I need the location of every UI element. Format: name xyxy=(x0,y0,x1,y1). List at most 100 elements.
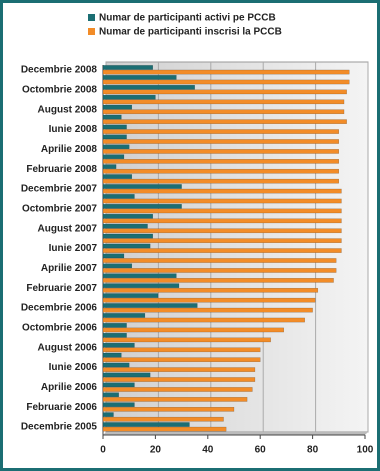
floor xyxy=(103,432,368,435)
bar xyxy=(102,392,119,398)
bar xyxy=(102,426,227,432)
y-tick-label: Decembrie 2008 xyxy=(21,65,98,76)
bar xyxy=(102,307,313,313)
bar xyxy=(102,178,340,184)
bar xyxy=(102,297,316,303)
bar xyxy=(102,218,342,224)
bar xyxy=(102,238,342,243)
bar xyxy=(102,268,337,273)
bar xyxy=(102,124,127,130)
y-tick-label: Decembrie 2006 xyxy=(21,303,98,314)
bar xyxy=(102,293,159,298)
y-tick-label: Februarie 2006 xyxy=(26,402,97,413)
bar xyxy=(102,104,133,110)
bar xyxy=(102,84,195,90)
bar xyxy=(102,407,235,412)
bar xyxy=(102,184,182,189)
y-tick-label: Octombrie 2008 xyxy=(22,84,97,95)
bar xyxy=(102,317,305,323)
bar xyxy=(102,362,130,368)
x-tick-label: 80 xyxy=(307,445,319,456)
bar xyxy=(102,283,180,288)
bar xyxy=(102,233,153,239)
bar xyxy=(102,402,135,408)
bar xyxy=(102,243,151,249)
bar xyxy=(102,278,334,283)
bar xyxy=(102,412,114,417)
y-tick-label: Aprilie 2006 xyxy=(41,382,98,393)
bar xyxy=(102,397,248,402)
y-tick-label: Octombrie 2007 xyxy=(22,203,97,214)
y-tick-label: Februarie 2007 xyxy=(26,283,97,294)
bar xyxy=(102,208,342,214)
bar xyxy=(102,387,253,392)
bar xyxy=(102,69,350,75)
bar xyxy=(102,134,127,140)
bar xyxy=(102,223,148,229)
y-tick-label: Februarie 2008 xyxy=(26,164,97,175)
bar xyxy=(102,213,153,219)
legend-swatch xyxy=(88,28,95,35)
bar xyxy=(102,168,340,174)
y-tick-label: Aprilie 2008 xyxy=(41,144,98,155)
bar xyxy=(102,248,342,253)
y-tick-label: Octombrie 2006 xyxy=(22,322,97,333)
bar xyxy=(102,99,345,105)
bar xyxy=(102,258,337,263)
y-tick-label: Iunie 2008 xyxy=(49,124,98,135)
bar xyxy=(102,303,198,308)
y-tick-label: August 2007 xyxy=(38,223,98,234)
bar xyxy=(102,327,284,333)
bar xyxy=(102,332,127,338)
bar xyxy=(102,144,130,150)
x-tick-label: 100 xyxy=(357,445,374,456)
bar xyxy=(102,313,146,318)
y-tick-label: Iunie 2006 xyxy=(49,362,98,373)
bar xyxy=(102,114,122,120)
y-tick-label: Iunie 2007 xyxy=(49,243,98,254)
bar xyxy=(102,263,133,269)
bar xyxy=(102,79,350,85)
y-tick-label: August 2008 xyxy=(38,104,98,115)
bar xyxy=(102,164,117,169)
bar xyxy=(102,75,177,80)
bar xyxy=(102,154,125,160)
bar xyxy=(102,382,135,388)
y-tick-label: Decembrie 2007 xyxy=(21,184,98,195)
bar xyxy=(102,159,340,164)
bar xyxy=(102,119,347,124)
bar xyxy=(102,422,190,427)
y-tick-label: Aprilie 2007 xyxy=(41,263,98,274)
bar xyxy=(102,194,135,199)
bar xyxy=(102,377,256,382)
x-tick-label: 20 xyxy=(150,445,162,456)
legend-label: Numar de participanti activi pe PCCB xyxy=(99,13,276,24)
bar xyxy=(102,323,127,328)
bar xyxy=(102,174,133,179)
bar xyxy=(102,416,224,422)
bar xyxy=(102,287,319,293)
x-tick-label: 0 xyxy=(100,445,106,456)
bar xyxy=(102,357,261,363)
bar xyxy=(102,129,340,134)
bar xyxy=(102,204,182,209)
legend-swatch xyxy=(88,14,95,21)
bar xyxy=(102,367,256,372)
bar xyxy=(102,342,135,348)
bar xyxy=(102,352,122,358)
bar xyxy=(102,372,151,378)
y-tick-label: August 2006 xyxy=(38,342,98,353)
bar xyxy=(102,149,340,154)
y-tick-label: Decembrie 2005 xyxy=(21,422,98,433)
bar xyxy=(102,198,342,204)
bar xyxy=(102,94,156,100)
x-tick-label: 60 xyxy=(255,445,267,456)
bar xyxy=(102,273,177,279)
legend-label: Numar de participanti inscrisi la PCCB xyxy=(99,27,282,38)
bar xyxy=(102,89,347,95)
bar xyxy=(102,253,125,259)
bar xyxy=(102,347,261,353)
x-tick-label: 40 xyxy=(202,445,214,456)
bar xyxy=(102,139,340,144)
bar xyxy=(102,188,342,194)
